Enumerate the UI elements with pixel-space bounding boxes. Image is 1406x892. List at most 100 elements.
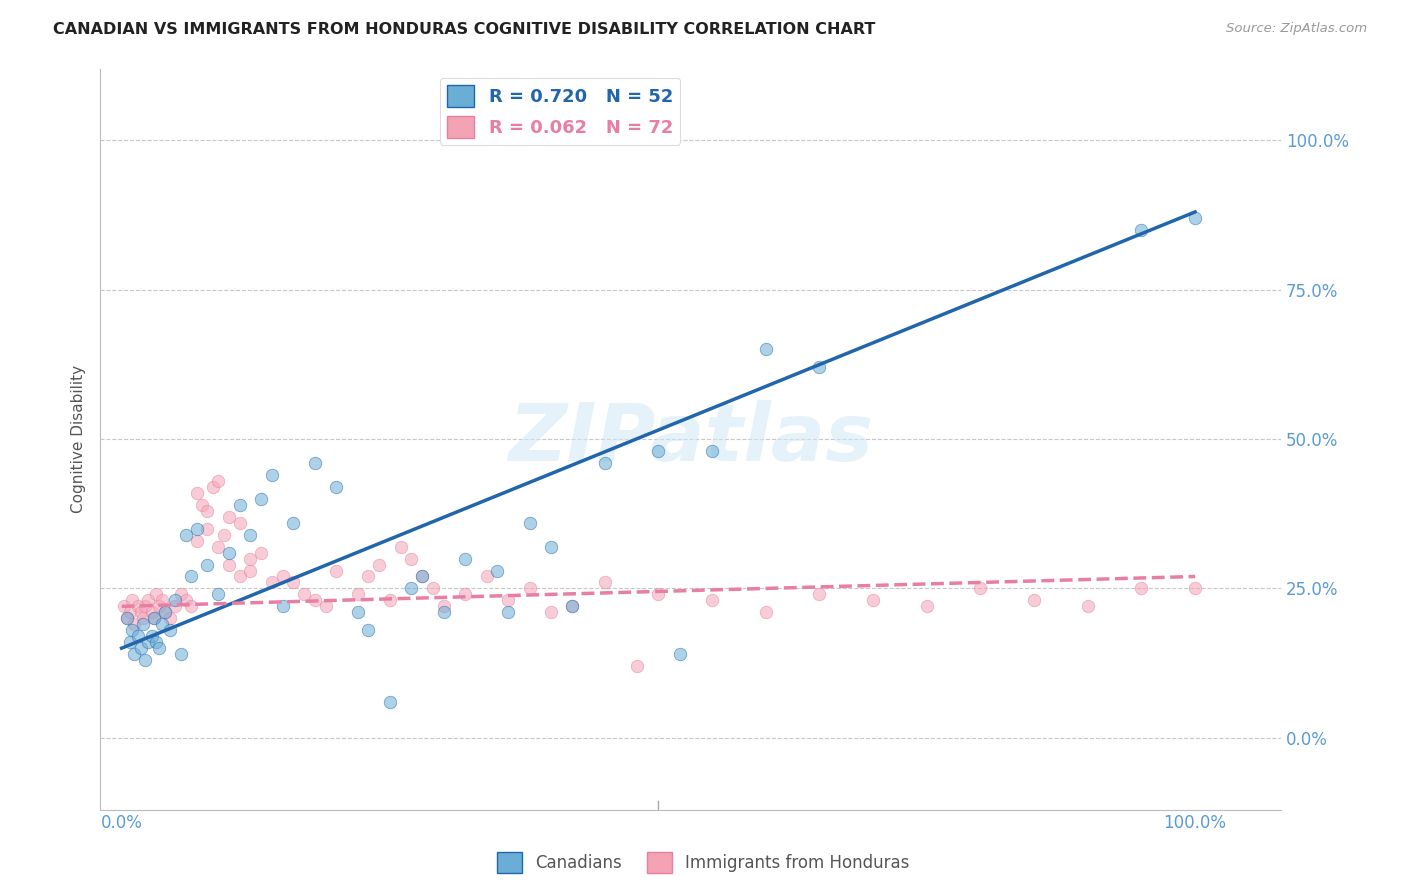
Point xyxy=(260,467,283,482)
Point xyxy=(755,343,778,357)
Legend: R = 0.720   N = 52, R = 0.062   N = 72: R = 0.720 N = 52, R = 0.062 N = 72 xyxy=(440,78,681,145)
Point xyxy=(121,624,143,638)
Point xyxy=(368,558,391,572)
Point xyxy=(862,593,884,607)
Point xyxy=(411,569,433,583)
Point xyxy=(159,624,181,638)
Point xyxy=(1077,599,1099,614)
Point xyxy=(180,599,202,614)
Point xyxy=(186,533,208,548)
Point xyxy=(120,635,142,649)
Point xyxy=(120,605,142,619)
Point xyxy=(207,474,229,488)
Point xyxy=(228,569,250,583)
Point xyxy=(1130,223,1153,237)
Point xyxy=(271,599,294,614)
Point xyxy=(346,587,368,601)
Point xyxy=(159,611,181,625)
Point xyxy=(475,569,498,583)
Point xyxy=(669,647,692,661)
Point xyxy=(357,569,380,583)
Point xyxy=(561,599,583,614)
Point xyxy=(121,593,143,607)
Point xyxy=(593,456,616,470)
Point xyxy=(197,558,219,572)
Point xyxy=(201,480,224,494)
Point xyxy=(433,605,456,619)
Point xyxy=(496,605,519,619)
Point xyxy=(142,611,165,625)
Point xyxy=(969,582,991,596)
Point xyxy=(180,569,202,583)
Point xyxy=(454,587,477,601)
Y-axis label: Cognitive Disability: Cognitive Disability xyxy=(72,365,86,513)
Point xyxy=(153,605,176,619)
Text: ZIPatlas: ZIPatlas xyxy=(508,400,873,478)
Legend: Canadians, Immigrants from Honduras: Canadians, Immigrants from Honduras xyxy=(489,846,917,880)
Point xyxy=(1130,582,1153,596)
Point xyxy=(304,593,326,607)
Point xyxy=(700,444,723,458)
Point xyxy=(129,605,152,619)
Point xyxy=(207,540,229,554)
Point xyxy=(218,509,240,524)
Point xyxy=(808,360,831,375)
Point xyxy=(150,593,173,607)
Point xyxy=(145,587,167,601)
Point xyxy=(315,599,337,614)
Point xyxy=(260,575,283,590)
Point xyxy=(271,569,294,583)
Point xyxy=(138,635,160,649)
Point xyxy=(486,564,509,578)
Point xyxy=(127,599,149,614)
Point xyxy=(197,504,219,518)
Point xyxy=(433,599,456,614)
Point xyxy=(148,641,170,656)
Point xyxy=(496,593,519,607)
Point xyxy=(138,593,160,607)
Point xyxy=(115,611,138,625)
Point xyxy=(325,564,347,578)
Point xyxy=(378,695,401,709)
Point xyxy=(186,522,208,536)
Point xyxy=(647,444,669,458)
Point xyxy=(165,599,187,614)
Point xyxy=(519,582,541,596)
Point xyxy=(540,540,562,554)
Text: Source: ZipAtlas.com: Source: ZipAtlas.com xyxy=(1226,22,1367,36)
Point xyxy=(422,582,444,596)
Point xyxy=(129,641,152,656)
Point xyxy=(153,605,176,619)
Point xyxy=(626,659,648,673)
Point xyxy=(700,593,723,607)
Point xyxy=(141,605,163,619)
Point xyxy=(132,611,155,625)
Point xyxy=(132,617,155,632)
Point xyxy=(212,527,235,541)
Point xyxy=(401,582,423,596)
Point xyxy=(124,617,146,632)
Point xyxy=(239,564,262,578)
Point xyxy=(186,485,208,500)
Point xyxy=(755,605,778,619)
Point xyxy=(127,629,149,643)
Point xyxy=(165,593,187,607)
Point xyxy=(401,551,423,566)
Point xyxy=(174,593,197,607)
Point xyxy=(454,551,477,566)
Point xyxy=(124,647,146,661)
Point xyxy=(228,498,250,512)
Point xyxy=(134,653,156,667)
Point xyxy=(134,599,156,614)
Point xyxy=(389,540,412,554)
Point xyxy=(174,527,197,541)
Point xyxy=(915,599,938,614)
Point xyxy=(218,558,240,572)
Point xyxy=(218,545,240,559)
Point xyxy=(112,599,135,614)
Point xyxy=(115,611,138,625)
Point xyxy=(411,569,433,583)
Point xyxy=(142,611,165,625)
Point xyxy=(169,587,191,601)
Point xyxy=(292,587,315,601)
